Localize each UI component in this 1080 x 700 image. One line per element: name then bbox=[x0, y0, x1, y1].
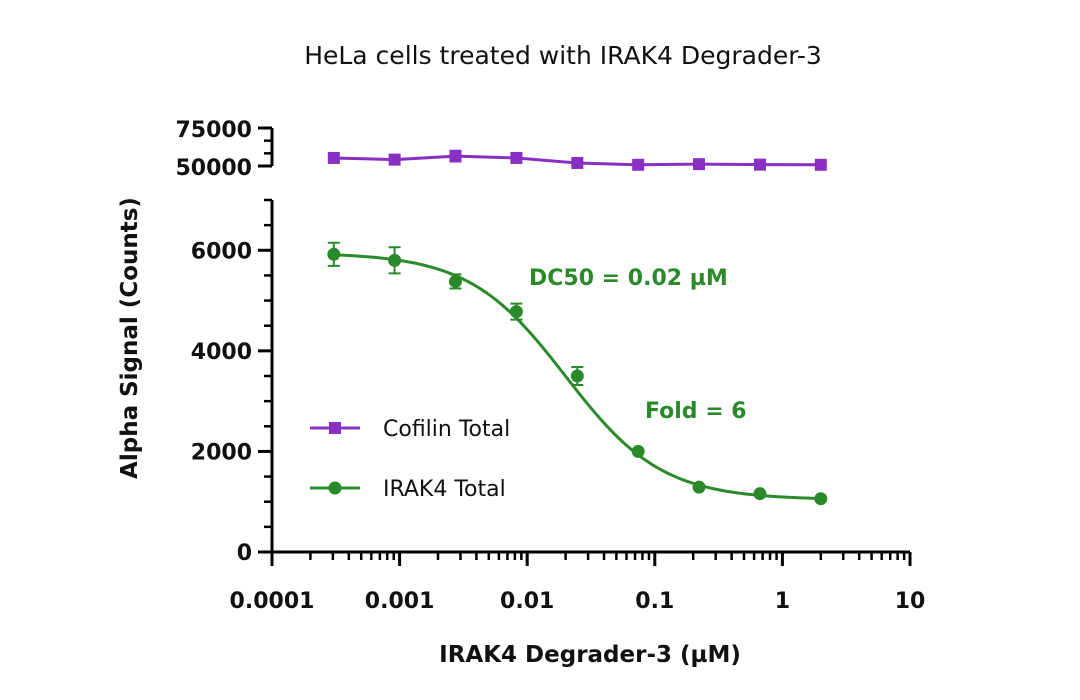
y-tick-label: 2000 bbox=[191, 440, 252, 465]
legend: Cofilin Total IRAK4 Total bbox=[310, 417, 510, 502]
y-tick-label: 75000 bbox=[175, 118, 252, 143]
axes: 0.0001 0.001 0.01 0.1 1 10 0 2000 4000 6000 50000 7… bbox=[175, 118, 925, 614]
cofilin-point bbox=[753, 158, 766, 171]
y-tick-label: 4000 bbox=[191, 340, 252, 365]
irak4-point bbox=[448, 274, 462, 288]
irak4-point bbox=[692, 480, 706, 494]
y-tick-label: 0 bbox=[237, 541, 252, 566]
cofilin-point bbox=[510, 151, 523, 164]
irak4-point bbox=[388, 253, 402, 267]
cofilin-point bbox=[692, 158, 705, 171]
x-tick-label: 0.001 bbox=[365, 589, 435, 614]
irak4-point bbox=[509, 305, 523, 319]
x-tick-label: 1 bbox=[775, 589, 790, 614]
x-tick-label: 0.1 bbox=[635, 589, 674, 614]
chart-title: HeLa cells treated with IRAK4 Degrader-3 bbox=[304, 41, 822, 70]
dc50-annotation: DC50 = 0.02 µM bbox=[529, 266, 728, 291]
y-tick-label: 50000 bbox=[175, 156, 252, 181]
x-axis-title: IRAK4 Degrader-3 (µM) bbox=[439, 642, 741, 668]
legend-marker-cofilin bbox=[329, 422, 341, 434]
irak4-point bbox=[631, 444, 645, 458]
legend-label-cofilin: Cofilin Total bbox=[383, 417, 510, 442]
irak4-fit-curve bbox=[333, 253, 819, 500]
x-tick-label: 0.01 bbox=[500, 589, 554, 614]
legend-label-irak4: IRAK4 Total bbox=[383, 477, 506, 502]
irak4-point bbox=[570, 369, 584, 383]
y-tick-label: 6000 bbox=[191, 239, 252, 264]
irak4-point bbox=[814, 492, 828, 506]
cofilin-point bbox=[632, 158, 645, 171]
y-axis-title: Alpha Signal (Counts) bbox=[117, 197, 143, 479]
cofilin-point bbox=[571, 156, 584, 169]
cofilin-point bbox=[327, 151, 340, 164]
legend-marker-irak4 bbox=[328, 481, 342, 495]
fold-annotation: Fold = 6 bbox=[645, 399, 747, 424]
plot-area bbox=[327, 149, 828, 506]
cofilin-point bbox=[388, 153, 401, 166]
irak4-point bbox=[327, 247, 341, 261]
cofilin-point bbox=[449, 150, 462, 163]
x-tick-label: 0.0001 bbox=[230, 589, 315, 614]
cofilin-point bbox=[814, 158, 827, 171]
x-tick-label: 10 bbox=[895, 589, 926, 614]
irak4-point bbox=[753, 487, 767, 501]
